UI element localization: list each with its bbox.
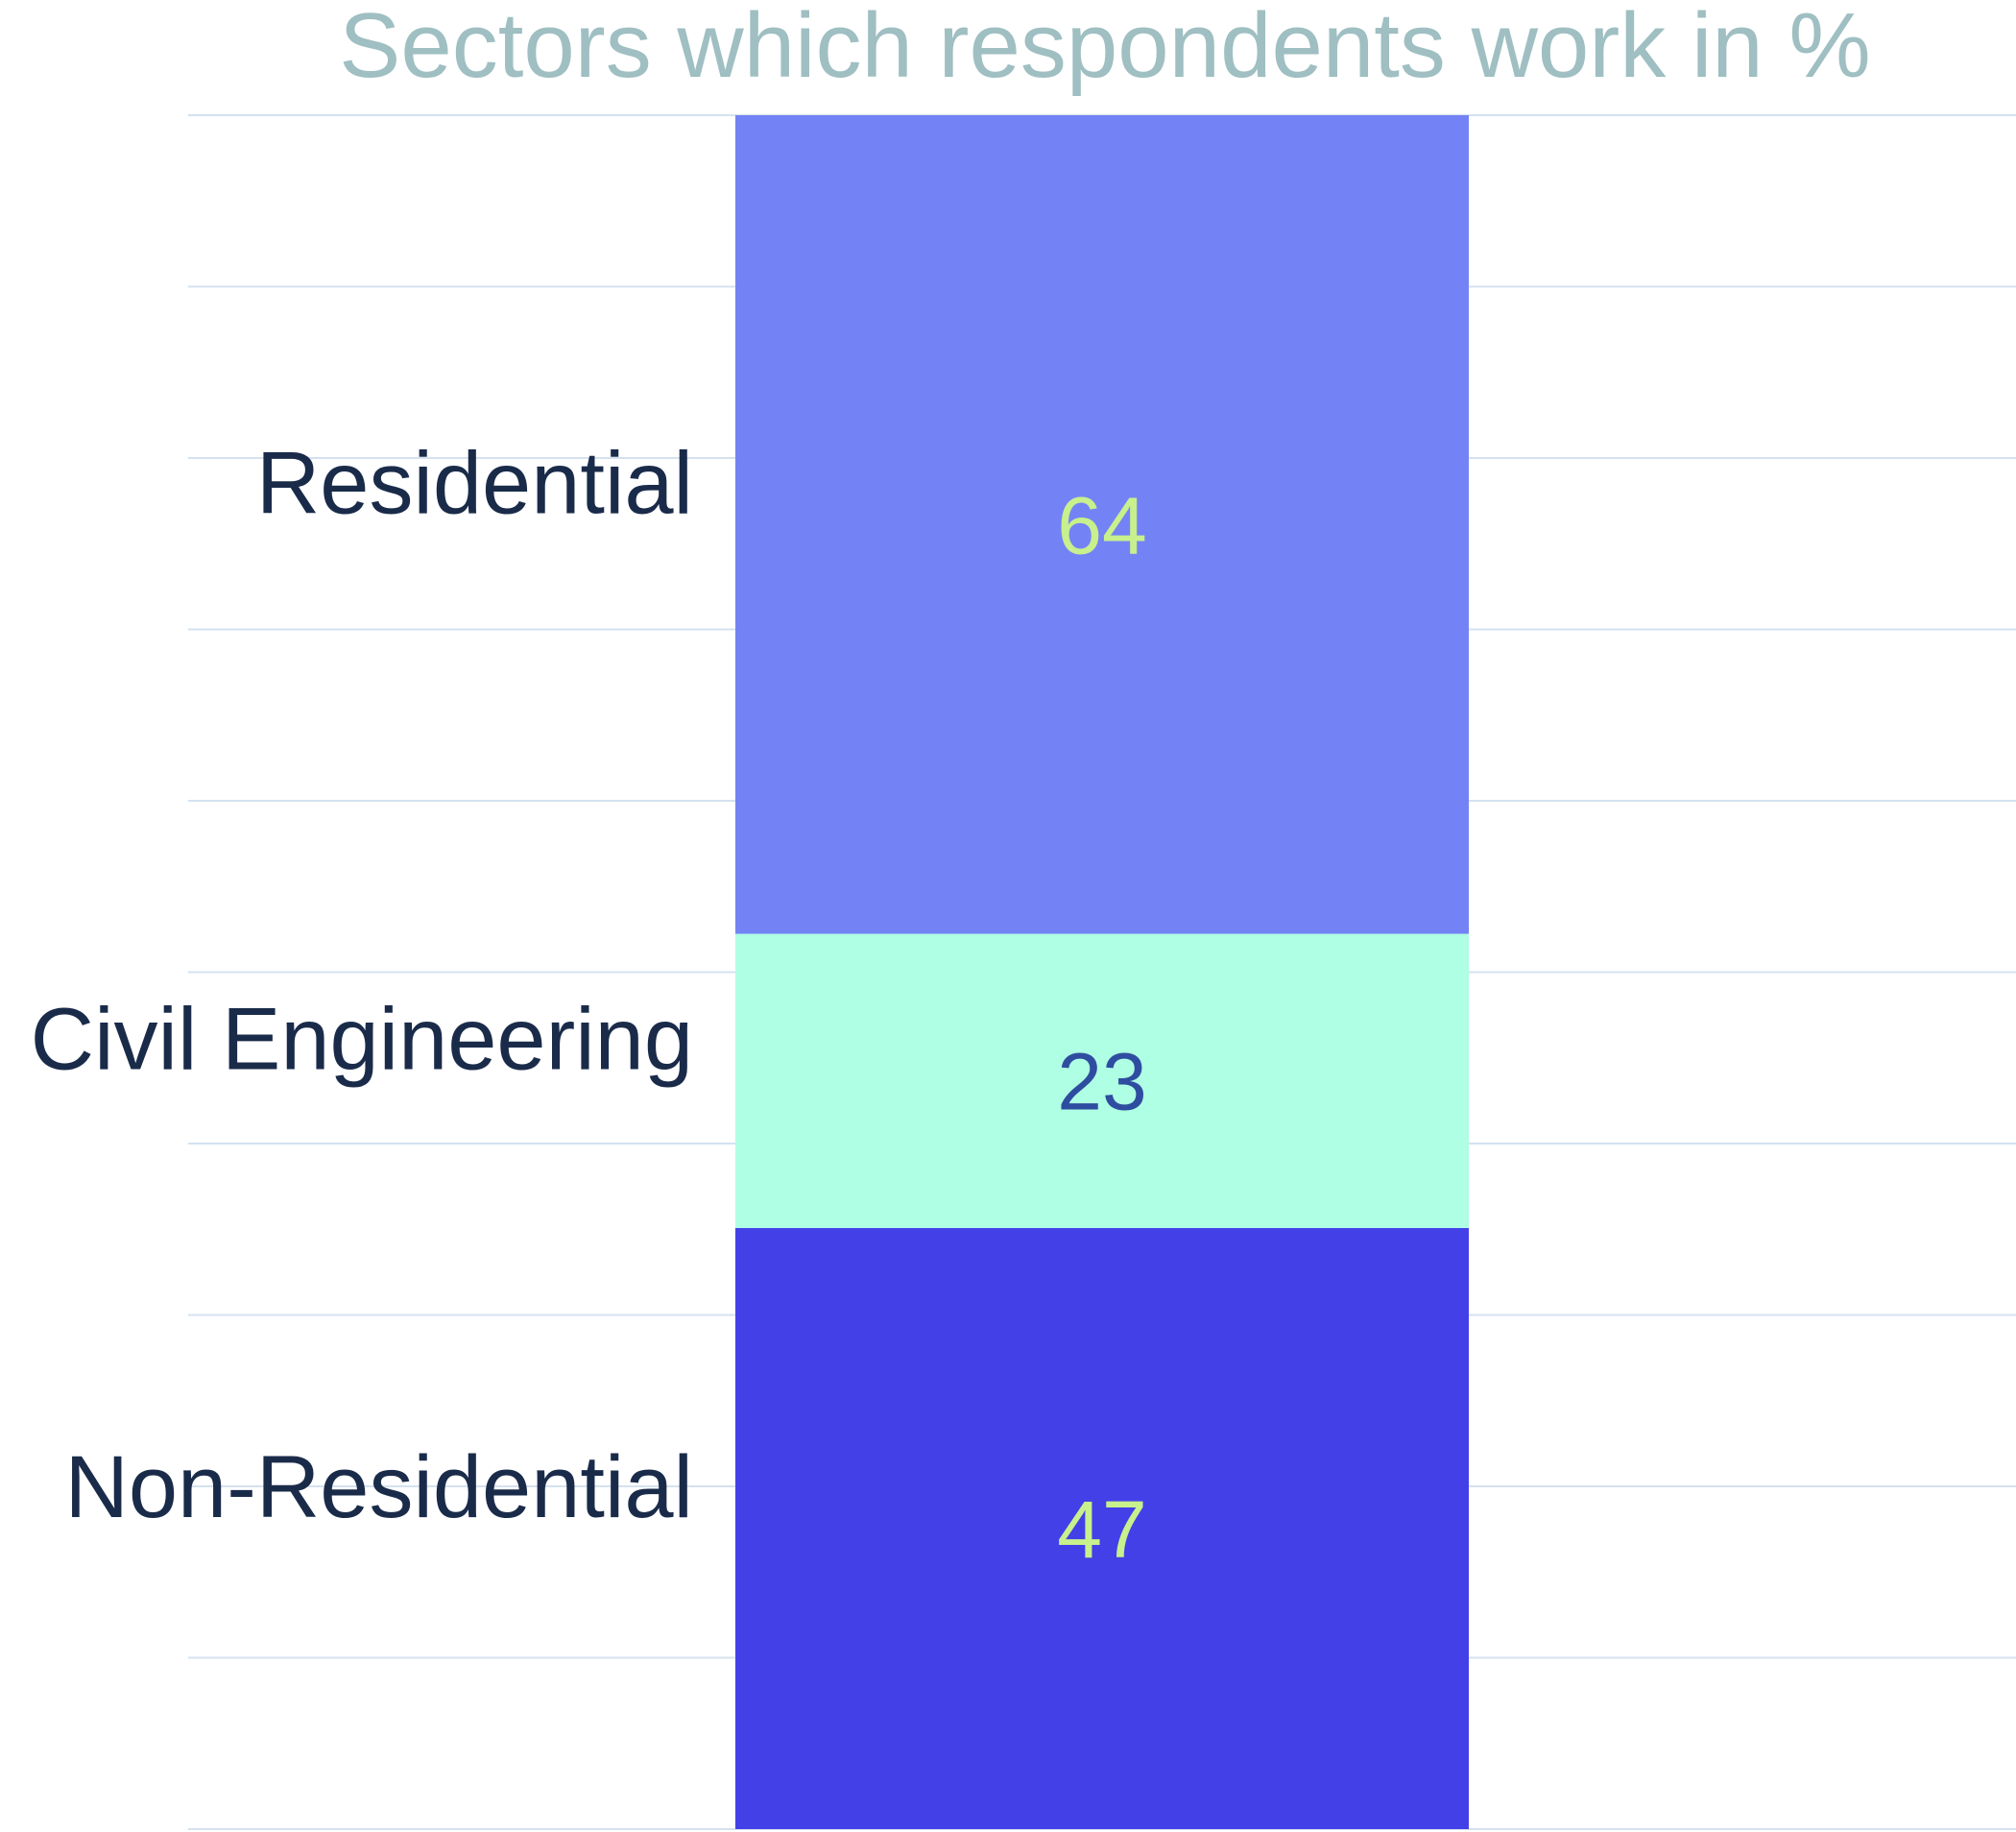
value-label-residential: 64 — [1057, 480, 1146, 570]
chart-title: Sectors which respondents work in % — [339, 0, 1870, 97]
bar-segment-residential — [735, 115, 1469, 934]
category-label-residential: Residential — [256, 434, 693, 532]
category-label-non-residential: Non-Residential — [64, 1438, 693, 1536]
category-label-civil-engineering: Civil Engineering — [31, 991, 693, 1089]
value-label-civil-engineering: 23 — [1057, 1037, 1146, 1127]
value-labels: 47 23 64 — [1057, 480, 1146, 1575]
category-labels: Non-Residential Civil Engineering Resident… — [31, 434, 693, 1536]
bar-segment-civil-engineering — [735, 933, 1469, 1228]
value-label-non-residential: 47 — [1057, 1484, 1146, 1575]
bar-segment-non-residential — [735, 1227, 1469, 1829]
stacked-bar — [735, 115, 1469, 1829]
